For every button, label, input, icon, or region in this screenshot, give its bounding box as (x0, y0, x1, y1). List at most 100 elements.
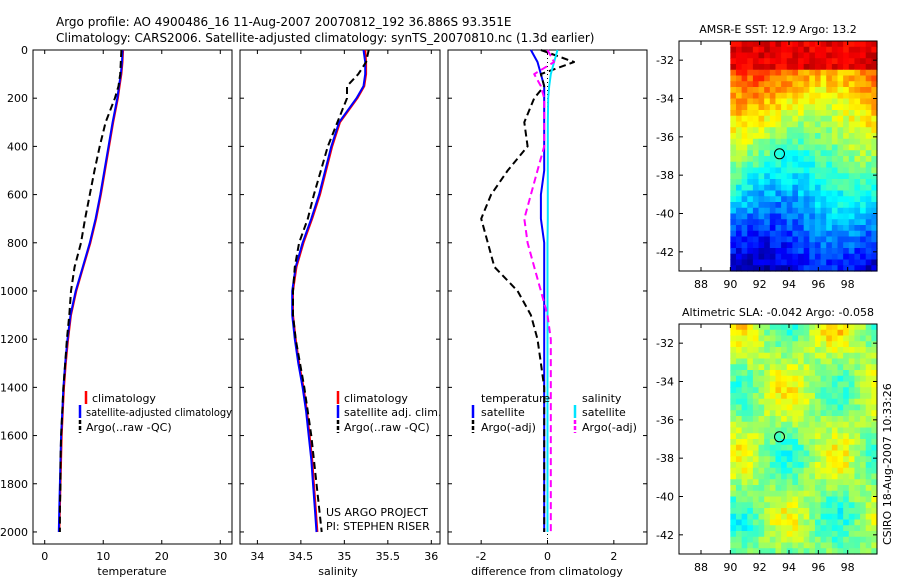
heatmap-cell (735, 496, 743, 503)
heatmap-cell (764, 225, 771, 232)
x-tick-label: 34 (250, 550, 264, 563)
heatmap-cell (814, 173, 822, 180)
heatmap-cell (735, 352, 743, 360)
heatmap-cell (820, 92, 827, 100)
heatmap-cell (809, 167, 816, 174)
heatmap-cell (792, 242, 799, 249)
heatmap-cell (809, 375, 816, 383)
heatmap-cell (865, 398, 872, 406)
heatmap-cell (752, 179, 760, 186)
heatmap-cell (747, 352, 754, 360)
heatmap-cell (798, 104, 805, 111)
heatmap-cell (820, 144, 827, 151)
heatmap-cell (752, 236, 760, 243)
heatmap-cell (848, 179, 856, 186)
heatmap-cell (730, 110, 737, 117)
heatmap-cell (803, 513, 810, 521)
heatmap-cell (848, 450, 856, 457)
heatmap-cell (747, 548, 754, 555)
heatmap-cell (769, 519, 777, 526)
heatmap-cell (781, 46, 788, 54)
heatmap-cell (741, 138, 748, 146)
heatmap-cell (820, 416, 827, 423)
heatmap-cell (871, 370, 878, 377)
heatmap-cell (820, 104, 827, 111)
heatmap-cell (752, 536, 760, 544)
heatmap-cell (803, 190, 810, 197)
heatmap-cell (848, 202, 856, 209)
heatmap-cell (865, 387, 872, 394)
heatmap-cell (781, 462, 788, 469)
heatmap-cell (769, 110, 777, 117)
heatmap-cell (848, 370, 856, 377)
series-line-temperature-argo-adj- (480, 49, 575, 532)
heatmap-cell (871, 202, 878, 209)
heatmap-cell (843, 490, 850, 498)
heatmap-cell (758, 393, 765, 400)
heatmap-cell (803, 110, 810, 117)
heatmap-cell (871, 433, 878, 440)
heatmap-cell (798, 329, 805, 337)
heatmap-cell (809, 462, 816, 469)
heatmap-cell (769, 58, 777, 65)
heatmap-cell (820, 242, 827, 249)
heatmap-cell (730, 502, 737, 509)
heatmap-cell (843, 381, 850, 388)
heatmap-cell (786, 196, 793, 203)
heatmap-cell (803, 230, 810, 238)
heatmap-cell (781, 375, 788, 383)
heatmap-cell (854, 202, 861, 209)
heatmap-cell (871, 133, 878, 140)
heatmap-cell (826, 324, 833, 331)
heatmap-cell (820, 502, 827, 509)
heatmap-cell (843, 479, 850, 486)
heatmap-cell (803, 358, 810, 365)
heatmap-cell (798, 542, 805, 549)
heatmap-cell (865, 375, 872, 383)
heatmap-cell (871, 167, 878, 174)
heatmap-cell (848, 347, 856, 354)
heatmap-cell (781, 236, 788, 243)
heatmap-cell (826, 381, 833, 388)
heatmap-cell (781, 190, 788, 197)
heatmap-cell (758, 81, 765, 88)
heatmap-cell (769, 259, 777, 266)
heatmap-cell (747, 81, 754, 88)
heatmap-cell (769, 121, 777, 128)
heatmap-cell (831, 375, 839, 383)
heatmap-cell (809, 92, 816, 100)
heatmap-cell (826, 525, 833, 532)
heatmap-cell (854, 439, 861, 446)
heatmap-cell (843, 519, 850, 526)
heatmap-cell (764, 375, 771, 383)
heatmap-cell (865, 536, 872, 544)
heatmap-cell (735, 548, 743, 555)
heatmap-cell (741, 370, 748, 377)
heatmap-cell (758, 213, 765, 220)
heatmap-cell (837, 87, 844, 94)
heatmap-cell (781, 121, 788, 128)
map-x-tick-label: 88 (694, 278, 708, 291)
heatmap-cell (837, 329, 844, 337)
heatmap-cell (843, 542, 850, 549)
heatmap-cell (764, 404, 771, 411)
heatmap-cell (752, 358, 760, 365)
heatmap-cell (820, 485, 827, 492)
heatmap-cell (803, 347, 810, 354)
heatmap-cell (786, 324, 793, 331)
heatmap-cell (764, 341, 771, 348)
heatmap-cell (871, 64, 878, 71)
heatmap-cell (854, 58, 861, 65)
heatmap-cell (769, 427, 777, 434)
heatmap-cell (764, 179, 771, 186)
heatmap-cell (769, 450, 777, 457)
heatmap-cell (860, 202, 867, 209)
heatmap-cell (865, 433, 872, 440)
heatmap-cell (803, 115, 810, 123)
heatmap-cell (871, 456, 878, 463)
heatmap-cell (752, 364, 760, 371)
heatmap-cell (792, 542, 799, 549)
heatmap-cell (769, 398, 777, 406)
heatmap-cell (871, 427, 878, 434)
heatmap-cell (735, 207, 743, 215)
